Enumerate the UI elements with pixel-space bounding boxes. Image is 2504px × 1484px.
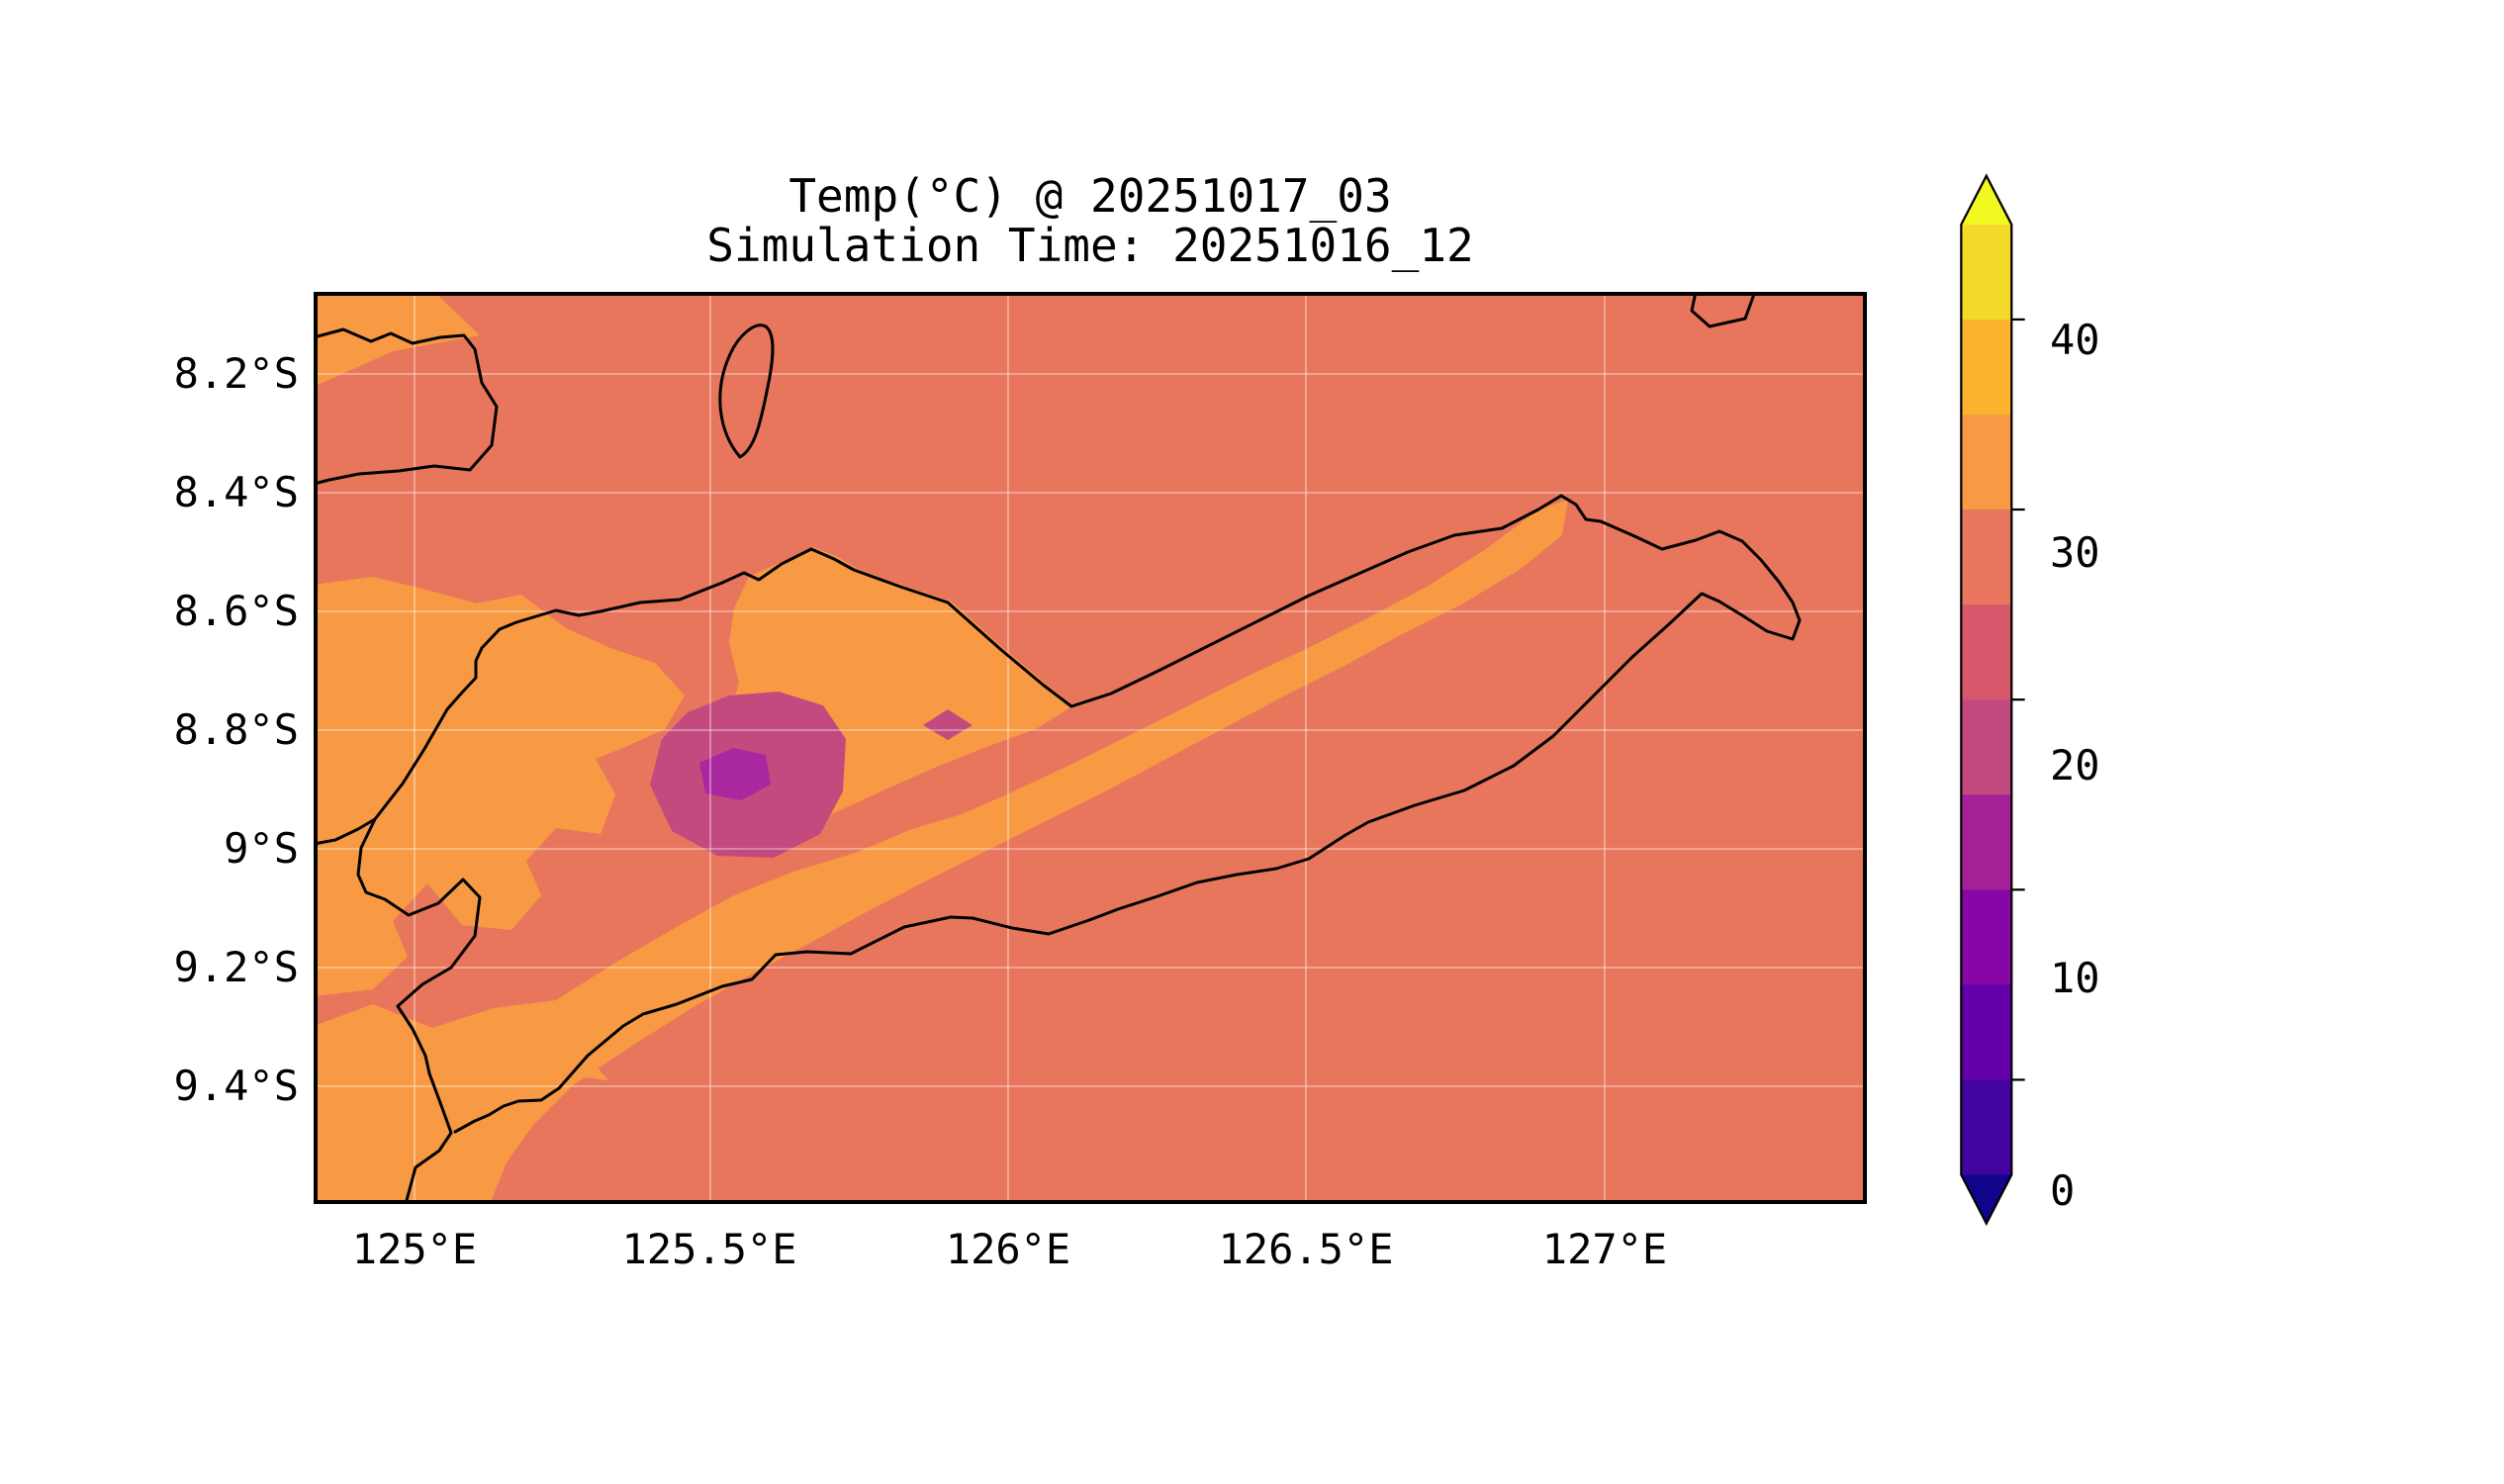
colorbar-segment-0–5 xyxy=(1961,984,2012,1080)
colorbar-segment-40–45 xyxy=(1961,224,2012,321)
y-tick-label: 9.4°S xyxy=(173,1062,299,1110)
gridline-layer xyxy=(314,292,1867,1204)
title-line-1: Temp(°C) @ 20251017_03 xyxy=(788,169,1392,223)
map-axes xyxy=(314,292,1867,1204)
colorbar-segment-10–15 xyxy=(1961,794,2012,890)
colorbar-tick-label: 20 xyxy=(2050,740,2100,789)
colorbar-segment--5–0 xyxy=(1961,1079,2012,1176)
y-tick-label: 8.6°S xyxy=(173,587,299,635)
colorbar-tick-label: 30 xyxy=(2050,527,2100,577)
y-tick-label: 8.8°S xyxy=(173,705,299,754)
colorbar-under-arrow xyxy=(1961,1174,2012,1224)
y-tick-label: 9.2°S xyxy=(173,943,299,991)
contour-30-35-central-swath xyxy=(314,500,1568,1204)
contour-fill-layer xyxy=(314,292,1867,1204)
colorbar-segment-5–10 xyxy=(1961,889,2012,985)
plot-title: Temp(°C) @ 20251017_03 Simulation Time: 2… xyxy=(314,171,1867,270)
colorbar-outline xyxy=(1960,173,2013,1227)
colorbar-segment-25–30 xyxy=(1961,510,2012,605)
contour-30-35-south-triangle xyxy=(474,1009,608,1080)
contour-map xyxy=(314,292,1867,1204)
colorbar-tick-label: 10 xyxy=(2050,953,2100,1002)
x-tick-label: 127°E xyxy=(1541,1225,1668,1273)
colorbar-segment-15–20 xyxy=(1961,699,2012,795)
colorbar-tick-label: 0 xyxy=(2050,1165,2076,1215)
axes-border xyxy=(314,292,1867,1204)
coastline-alor xyxy=(314,327,499,486)
colorbar-segment-35–40 xyxy=(1961,319,2012,416)
title-line-2: Simulation Time: 20251016_12 xyxy=(706,219,1474,272)
x-tick-label: 125.5°E xyxy=(621,1225,797,1273)
coastline-atauro xyxy=(718,324,775,459)
colorbar-tick-label: 40 xyxy=(2050,315,2100,364)
coastline-layer xyxy=(314,292,1802,1204)
x-tick-label: 125°E xyxy=(351,1225,478,1273)
colorbar-segment-30–35 xyxy=(1961,414,2012,510)
x-tick-label: 126°E xyxy=(945,1225,1071,1273)
y-tick-label: 9°S xyxy=(224,824,299,873)
y-tick-label: 8.4°S xyxy=(173,468,299,516)
x-tick-label: 126.5°E xyxy=(1218,1225,1394,1273)
contour-10-15-core xyxy=(699,748,771,800)
coastline-timor-west-hook xyxy=(356,817,482,1204)
contour-30-35-west-band xyxy=(314,577,685,996)
coastline-timor-main xyxy=(314,494,1802,1134)
y-tick-label: 8.2°S xyxy=(173,349,299,398)
colorbar-segment-20–25 xyxy=(1961,604,2012,700)
coastline-kisar xyxy=(1690,292,1756,328)
contour-15-20-spot xyxy=(923,709,973,740)
colorbar xyxy=(1960,173,2025,1227)
colorbar-over-arrow xyxy=(1961,175,2012,225)
contour-30-35-northwest-wedge xyxy=(314,292,480,387)
